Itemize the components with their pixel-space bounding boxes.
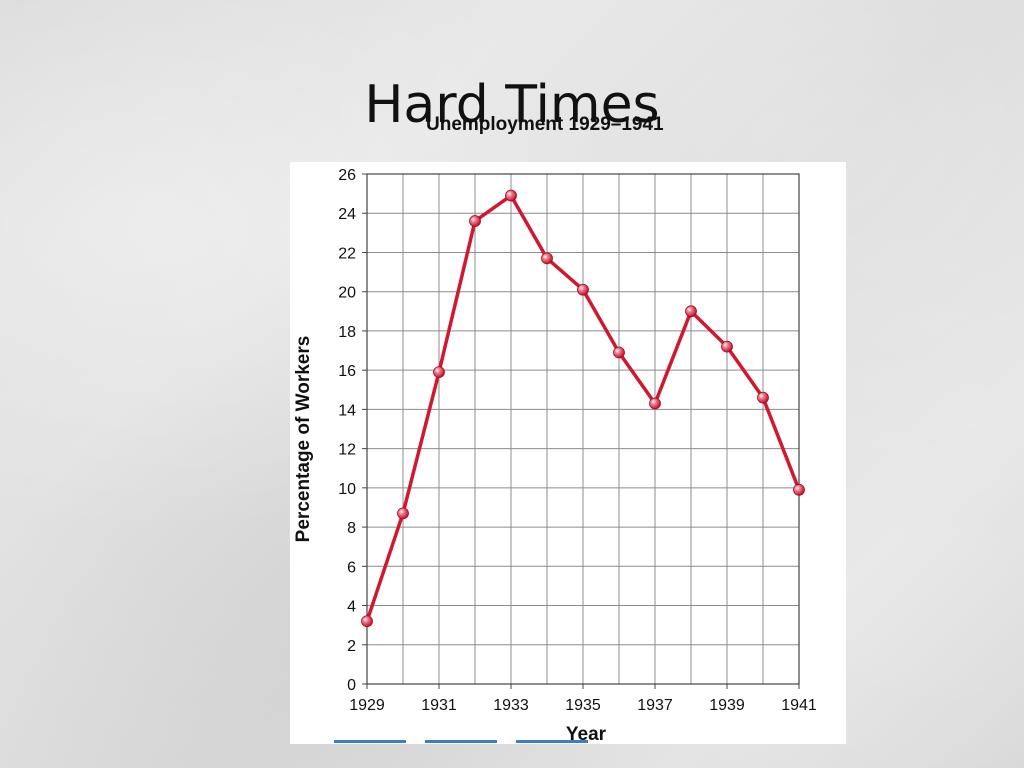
y-tick-label-8: 8: [347, 520, 356, 537]
y-tick-label-12: 12: [338, 442, 356, 459]
y-tick-label-18: 18: [338, 324, 356, 341]
x-tick-label-1935: 1935: [565, 697, 601, 714]
data-point-1932: [469, 215, 481, 227]
underline-mark-3: [516, 740, 588, 743]
underline-mark-2: [425, 740, 497, 743]
data-point-1940: [757, 391, 769, 404]
data-point-1941: [793, 483, 805, 496]
data-point-1935: [577, 283, 589, 296]
data-point-1931: [433, 366, 445, 379]
y-tick-label-20: 20: [338, 285, 356, 302]
data-point-1937: [649, 397, 661, 410]
axes: [362, 173, 800, 689]
x-tick-label-1941: 1941: [781, 697, 817, 714]
x-tick-label-1939: 1939: [709, 697, 745, 714]
y-tick-label-6: 6: [347, 559, 356, 576]
data-point-1939: [721, 340, 733, 353]
y-axis-title: Percentage of Workers: [293, 336, 314, 543]
data-point-1933: [505, 189, 517, 202]
y-tick-label-4: 4: [347, 599, 356, 616]
y-tick-label-24: 24: [338, 206, 356, 223]
y-tick-label-14: 14: [338, 402, 356, 419]
slide-title: Hard Times: [364, 74, 660, 135]
x-tick-label-1929: 1929: [349, 697, 385, 714]
x-tick-label-1933: 1933: [493, 697, 529, 714]
x-tick-label-1931: 1931: [421, 697, 457, 714]
data-point-1938: [685, 305, 697, 318]
y-tick-label-2: 2: [347, 638, 356, 655]
chart-panel: 0 2 4 6 8 10 12 14 16 18 20 22 24 26 1929 1931 1933 1935 1…: [290, 162, 846, 744]
underline-mark-1: [334, 740, 406, 743]
data-point-1929: [361, 615, 373, 628]
data-point-1930: [397, 507, 409, 520]
grid: [366, 173, 800, 685]
x-tick-label-1937: 1937: [637, 697, 673, 714]
data-points: [361, 189, 805, 628]
chart-title: Unemployment 1929–1941: [426, 114, 664, 135]
x-axis-title: Year: [566, 724, 607, 744]
y-tick-label-26: 26: [338, 167, 356, 184]
y-tick-label-0: 0: [347, 677, 356, 694]
y-tick-label-16: 16: [338, 363, 356, 380]
data-point-1936: [613, 346, 625, 359]
y-tick-label-10: 10: [338, 481, 356, 498]
data-point-1934: [541, 252, 553, 265]
y-tick-label-22: 22: [338, 245, 356, 262]
